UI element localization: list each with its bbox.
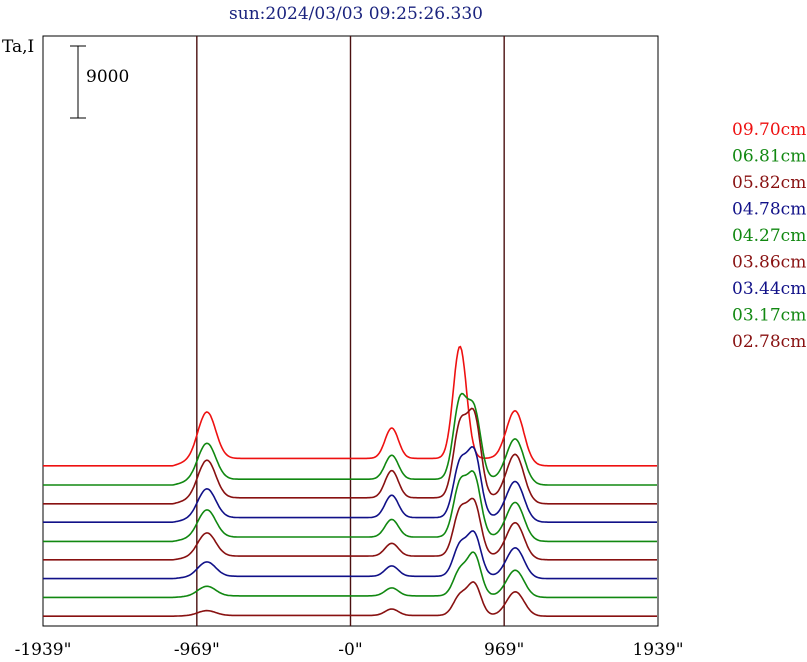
x-tick-label-4: 1939"	[632, 640, 683, 660]
legend-entry-2: 05.82cm	[732, 173, 806, 193]
x-tick-label-2: -0"	[338, 640, 362, 660]
legend-entry-7: 03.17cm	[732, 306, 806, 326]
x-tick-label-0: -1939"	[15, 640, 72, 660]
series-line-0	[43, 345, 657, 467]
series-line-3	[43, 445, 657, 523]
series-line-7	[43, 551, 657, 599]
chart-title: sun:2024/03/03 09:25:26.330	[229, 4, 483, 24]
x-tick-label-3: 969"	[484, 640, 524, 660]
series-line-1	[43, 392, 657, 486]
series-line-8	[43, 581, 657, 617]
legend: 09.70cm 06.81cm 05.82cm 04.78cm 04.27cm 03.86…	[732, 120, 806, 352]
legend-entry-8: 02.78cm	[732, 332, 806, 352]
legend-entry-5: 03.86cm	[732, 253, 806, 273]
legend-entry-3: 04.78cm	[732, 200, 806, 220]
y-axis-label: Ta,I	[2, 37, 34, 57]
reference-lines	[196, 36, 505, 626]
legend-entry-0: 09.70cm	[732, 120, 806, 140]
legend-entry-4: 04.27cm	[732, 226, 806, 246]
scale-bar: 9000	[70, 45, 129, 119]
legend-entry-6: 03.44cm	[732, 279, 806, 299]
x-tick-labels: -1939" -969" -0" 969" 1939"	[15, 640, 684, 660]
series-line-2	[43, 407, 657, 505]
scale-bar-label: 9000	[86, 67, 129, 87]
series-traces	[43, 345, 657, 617]
x-tick-label-1: -969"	[174, 640, 220, 660]
legend-entry-1: 06.81cm	[732, 147, 806, 167]
series-line-5	[43, 497, 657, 561]
series-line-6	[43, 530, 657, 580]
series-line-4	[43, 470, 657, 543]
